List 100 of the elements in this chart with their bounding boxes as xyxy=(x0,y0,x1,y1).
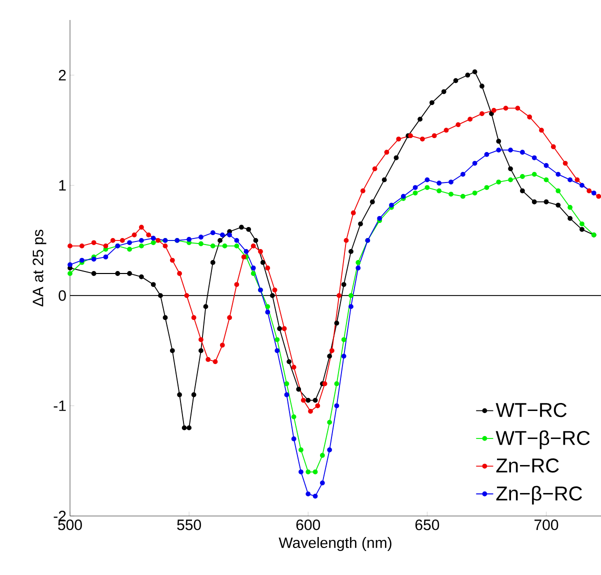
point xyxy=(150,236,156,241)
point xyxy=(496,138,502,144)
point xyxy=(320,480,325,486)
point xyxy=(515,106,520,111)
point xyxy=(150,240,156,246)
point xyxy=(138,224,144,230)
point xyxy=(520,150,525,155)
point xyxy=(312,469,318,474)
point xyxy=(527,114,532,120)
point xyxy=(484,185,490,190)
point xyxy=(574,177,580,182)
point xyxy=(360,188,366,194)
point xyxy=(203,304,208,310)
point xyxy=(308,408,313,414)
point xyxy=(532,155,537,160)
point xyxy=(127,246,132,252)
point xyxy=(274,348,280,354)
point xyxy=(120,238,125,243)
point xyxy=(348,304,354,310)
point xyxy=(162,315,168,320)
point xyxy=(177,271,182,276)
point xyxy=(408,133,413,138)
point xyxy=(182,425,187,430)
point xyxy=(436,180,442,186)
point xyxy=(270,293,275,298)
point xyxy=(234,282,240,287)
point xyxy=(206,357,211,362)
point xyxy=(424,177,430,182)
point xyxy=(210,260,216,265)
point xyxy=(334,403,340,408)
point xyxy=(284,381,290,386)
point xyxy=(520,188,525,194)
point xyxy=(210,230,216,236)
legend-label: Zn−RC xyxy=(496,458,559,473)
point xyxy=(227,232,232,238)
point xyxy=(384,150,390,155)
point xyxy=(146,232,152,238)
x-axis-title: Wavelength (nm) xyxy=(278,537,392,551)
point xyxy=(68,271,72,276)
point xyxy=(460,172,466,177)
point xyxy=(456,122,461,128)
point xyxy=(550,144,556,150)
point xyxy=(432,133,437,138)
point xyxy=(544,177,549,182)
point xyxy=(586,188,592,194)
point xyxy=(322,381,328,386)
point xyxy=(356,260,361,265)
point xyxy=(532,199,537,204)
point xyxy=(291,436,296,442)
x-tick-label: 700 xyxy=(534,520,558,530)
point xyxy=(429,100,434,106)
point xyxy=(424,185,430,190)
point xyxy=(184,293,190,298)
point xyxy=(115,271,120,276)
point xyxy=(344,238,349,243)
y-axis-title: ΔA at 25 ps xyxy=(32,230,46,306)
point xyxy=(312,494,318,499)
point xyxy=(298,469,304,474)
point xyxy=(306,469,311,474)
point xyxy=(334,320,340,326)
point xyxy=(370,199,375,204)
point xyxy=(238,224,244,230)
point xyxy=(568,204,573,210)
point xyxy=(341,337,346,342)
point xyxy=(394,155,399,160)
point xyxy=(282,326,287,332)
point xyxy=(460,194,466,199)
x-tick-label: 600 xyxy=(296,520,320,530)
point xyxy=(496,180,502,184)
point xyxy=(250,244,256,248)
x-tick-label: 550 xyxy=(177,520,201,530)
point xyxy=(327,420,332,425)
point xyxy=(480,111,484,116)
point xyxy=(341,354,346,359)
point xyxy=(186,425,192,430)
point xyxy=(503,106,508,111)
legend-label: WT−β−RC xyxy=(496,430,590,450)
point xyxy=(91,240,96,246)
point xyxy=(265,304,270,310)
point xyxy=(291,414,296,420)
point xyxy=(244,249,249,254)
point xyxy=(132,232,137,238)
point xyxy=(79,258,84,263)
point xyxy=(191,315,196,320)
point xyxy=(284,392,290,398)
point xyxy=(358,221,363,226)
y-tick-label: 1 xyxy=(59,180,66,190)
point xyxy=(177,392,182,398)
point xyxy=(274,337,280,342)
point xyxy=(382,177,387,182)
point xyxy=(350,210,356,216)
point xyxy=(138,244,144,248)
point xyxy=(544,199,549,204)
point xyxy=(436,188,442,194)
point xyxy=(127,271,132,276)
point xyxy=(68,244,72,248)
point xyxy=(150,282,156,287)
point xyxy=(127,240,132,246)
point xyxy=(198,241,204,246)
y-tick-label: 0 xyxy=(58,290,66,301)
